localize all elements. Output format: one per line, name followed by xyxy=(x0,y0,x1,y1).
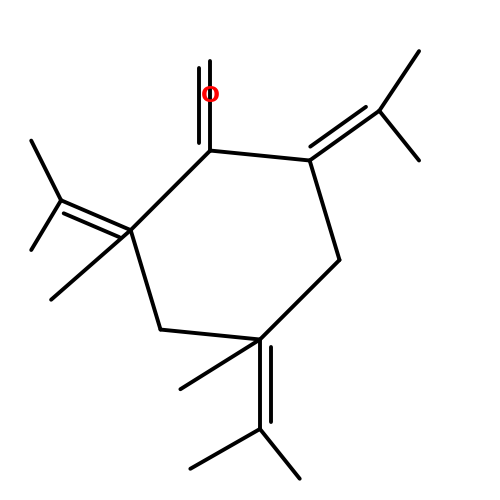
Text: O: O xyxy=(200,86,220,106)
